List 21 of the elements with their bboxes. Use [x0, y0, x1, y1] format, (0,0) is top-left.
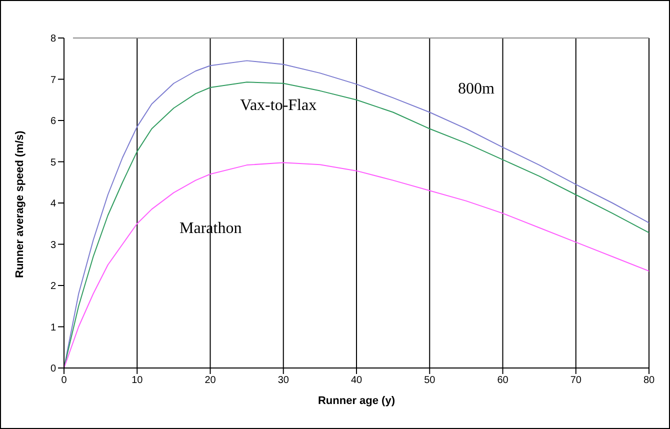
x-tick-label: 10 [132, 375, 144, 386]
y-tick-label: 6 [50, 116, 56, 128]
y-tick-label: 5 [50, 157, 56, 168]
y-tick-label: 4 [50, 198, 56, 210]
y-tick-label: 3 [50, 240, 56, 251]
y-tick-label: 0 [50, 364, 56, 375]
x-tick-label: 70 [570, 375, 582, 386]
x-axis-title: Runner age (y) [318, 395, 396, 407]
series-label: 800m [458, 80, 495, 98]
x-tick-label: 80 [643, 375, 655, 386]
y-axis-title: Runner average speed (m/s) [14, 130, 26, 278]
x-tick-label: 20 [204, 375, 216, 386]
y-tick-label: 8 [50, 34, 56, 45]
y-tick-label: 7 [50, 74, 56, 86]
x-tick-label: 50 [424, 375, 436, 386]
x-tick-label: 60 [497, 375, 509, 386]
y-tick-label: 1 [50, 322, 56, 334]
x-tick-label: 30 [278, 375, 290, 386]
y-tick-label: 2 [50, 281, 56, 292]
x-tick-label: 40 [350, 375, 362, 386]
x-tick-label: 0 [61, 375, 68, 386]
